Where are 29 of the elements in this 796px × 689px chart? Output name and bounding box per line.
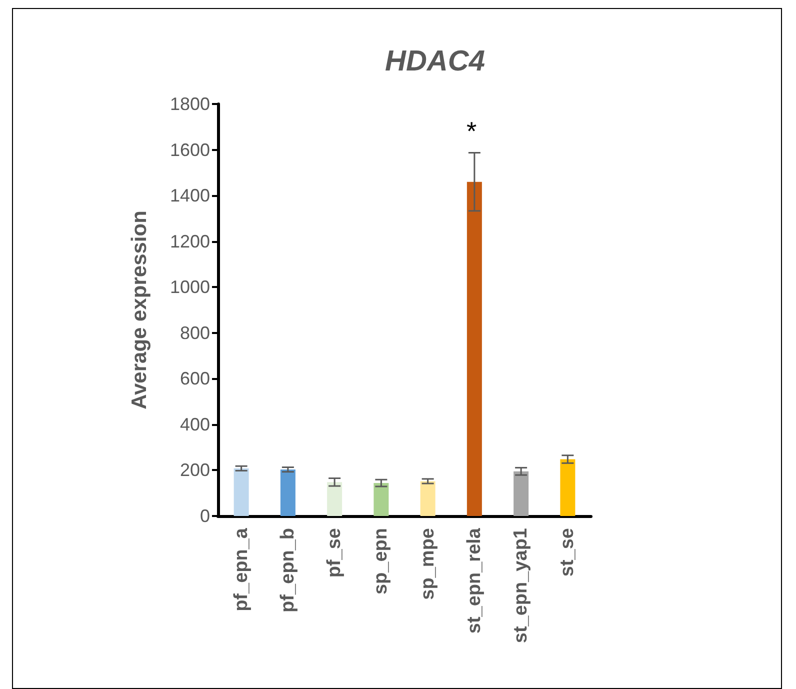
- y-tick-label: 600: [180, 368, 210, 389]
- x-tick-label: pf_epn_b: [277, 528, 298, 612]
- bar: [560, 459, 576, 516]
- x-tick-label: pf_se: [324, 528, 346, 578]
- bar: [466, 182, 482, 516]
- x-tick-label: sp_mpe: [417, 528, 438, 600]
- annotation: *: [466, 116, 477, 146]
- bar: [374, 483, 389, 516]
- y-tick-label: 1000: [170, 277, 210, 298]
- bar: [280, 470, 296, 516]
- x-tick-label: pf_epn_a: [230, 528, 252, 612]
- bar: [514, 471, 529, 516]
- x-tick-label: st_epn_rela: [464, 528, 485, 634]
- y-tick-label: 1600: [170, 140, 210, 160]
- chart-title: HDAC4: [385, 46, 485, 78]
- y-axis-title: Average expression: [128, 210, 151, 410]
- x-tick-label: st_epn_yap1: [510, 528, 532, 644]
- x-tick-label: st_se: [557, 528, 578, 577]
- x-tick-label: sp_epn: [370, 528, 392, 595]
- y-tick-label: 200: [180, 460, 210, 480]
- y-tick-label: 1200: [170, 231, 210, 252]
- bar: [234, 468, 249, 516]
- y-tick-label: 800: [180, 322, 210, 343]
- bar: [420, 481, 436, 516]
- y-tick-label: 400: [180, 414, 210, 434]
- y-tick-label: 1400: [170, 186, 210, 206]
- bar: [327, 482, 342, 516]
- y-tick-label: 1800: [170, 94, 210, 114]
- y-tick-label: 0: [200, 506, 210, 526]
